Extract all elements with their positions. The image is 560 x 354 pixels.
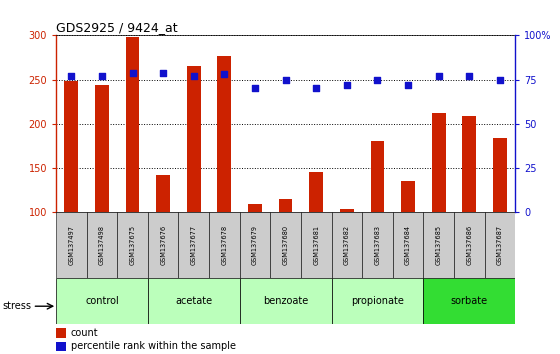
Bar <box>240 278 332 324</box>
Bar <box>148 212 179 278</box>
Point <box>342 82 351 88</box>
Text: benzoate: benzoate <box>263 296 308 306</box>
Point <box>281 77 290 82</box>
Text: stress: stress <box>3 301 32 311</box>
Bar <box>56 278 148 324</box>
Point <box>250 86 259 91</box>
Text: GSM137677: GSM137677 <box>191 225 197 265</box>
Text: GSM137680: GSM137680 <box>283 225 288 265</box>
Bar <box>332 278 423 324</box>
Point <box>404 82 413 88</box>
Text: GSM137678: GSM137678 <box>221 225 227 265</box>
Point <box>189 73 198 79</box>
Bar <box>156 175 170 212</box>
Text: GSM137684: GSM137684 <box>405 225 411 265</box>
Point <box>465 73 474 79</box>
Bar <box>340 209 354 212</box>
Text: acetate: acetate <box>175 296 212 306</box>
Text: percentile rank within the sample: percentile rank within the sample <box>71 341 236 352</box>
Bar <box>248 205 262 212</box>
Bar <box>423 278 515 324</box>
Point <box>220 72 229 77</box>
Text: GSM137676: GSM137676 <box>160 225 166 265</box>
Bar <box>95 85 109 212</box>
Bar <box>56 329 66 338</box>
Bar <box>148 278 240 324</box>
Text: GSM137682: GSM137682 <box>344 225 350 265</box>
Bar <box>187 67 200 212</box>
Text: GSM137686: GSM137686 <box>466 225 472 265</box>
Text: GSM137497: GSM137497 <box>68 225 74 265</box>
Bar <box>240 212 270 278</box>
Bar <box>56 342 66 351</box>
Bar <box>463 116 476 212</box>
Text: GSM137675: GSM137675 <box>129 225 136 265</box>
Bar <box>301 212 332 278</box>
Text: count: count <box>71 328 99 338</box>
Bar <box>117 212 148 278</box>
Point <box>434 73 443 79</box>
Text: GSM137687: GSM137687 <box>497 225 503 265</box>
Text: sorbate: sorbate <box>451 296 488 306</box>
Bar <box>362 212 393 278</box>
Bar <box>56 212 87 278</box>
Bar <box>401 181 415 212</box>
Point <box>67 73 76 79</box>
Bar <box>217 56 231 212</box>
Bar <box>484 212 515 278</box>
Point <box>97 73 106 79</box>
Bar <box>493 138 507 212</box>
Bar <box>309 172 323 212</box>
Bar <box>87 212 117 278</box>
Text: control: control <box>85 296 119 306</box>
Bar <box>393 212 423 278</box>
Bar <box>125 37 139 212</box>
Bar <box>432 113 446 212</box>
Bar <box>179 212 209 278</box>
Text: GSM137685: GSM137685 <box>436 225 442 265</box>
Point <box>496 77 505 82</box>
Text: GDS2925 / 9424_at: GDS2925 / 9424_at <box>56 21 178 34</box>
Bar <box>64 81 78 212</box>
Point <box>128 70 137 75</box>
Text: GSM137681: GSM137681 <box>313 225 319 265</box>
Bar <box>270 212 301 278</box>
Text: GSM137683: GSM137683 <box>375 225 380 265</box>
Bar <box>423 212 454 278</box>
Point <box>158 70 167 75</box>
Text: GSM137679: GSM137679 <box>252 225 258 265</box>
Bar <box>279 199 292 212</box>
Text: GSM137498: GSM137498 <box>99 225 105 265</box>
Bar <box>454 212 484 278</box>
Bar <box>332 212 362 278</box>
Text: propionate: propionate <box>351 296 404 306</box>
Bar <box>209 212 240 278</box>
Point <box>312 86 321 91</box>
Bar <box>371 141 384 212</box>
Point <box>373 77 382 82</box>
